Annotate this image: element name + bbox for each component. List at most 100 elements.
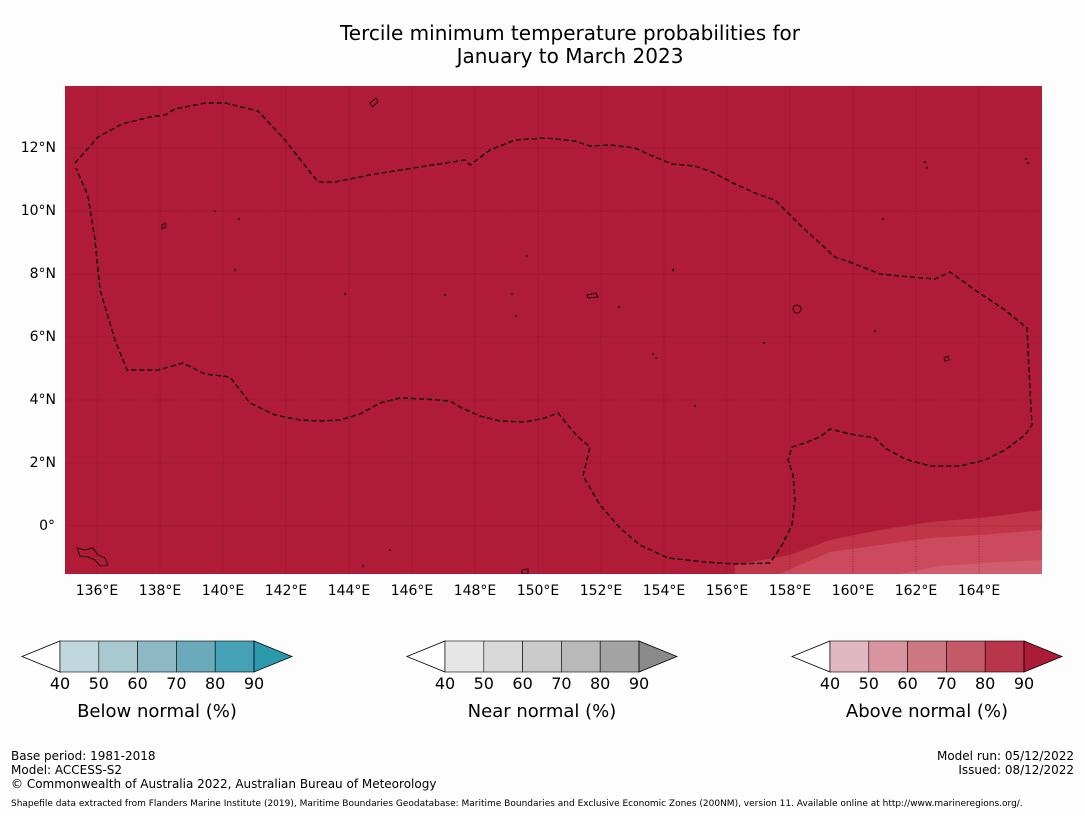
island-south [521, 568, 529, 574]
lon-label-142e: 142°E [264, 583, 308, 599]
legend-below-swatch [176, 640, 216, 673]
legend-below-ticks: 40 50 60 70 80 90 [21, 674, 293, 694]
atoll [234, 269, 236, 271]
atoll [882, 218, 884, 220]
atoll [515, 315, 517, 317]
legend-tick-label: 60 [127, 674, 148, 693]
legend-below-normal: 40 50 60 70 80 90 Below normal (%) [20, 640, 294, 730]
legend-below-upper-extend [253, 640, 294, 673]
legend-tick-label: 90 [243, 674, 265, 693]
lon-label-140e: 140°E [201, 583, 245, 599]
legend-above-colorbar [790, 640, 1064, 673]
lon-label-158e: 158°E [768, 583, 812, 599]
atoll [238, 218, 240, 220]
island-dots [214, 158, 1029, 567]
legend-above-swatch [946, 640, 986, 673]
legend-tick-label: 90 [628, 674, 650, 693]
atoll [526, 255, 528, 257]
legend-tick-label: 80 [205, 674, 226, 693]
atoll [618, 306, 620, 308]
legend-tick-label: 80 [975, 674, 996, 693]
lat-label-8n: 8°N [29, 266, 56, 282]
lat-label-2n: 2°N [29, 455, 56, 471]
legend-above-upper-extend [1023, 640, 1064, 673]
legend-tick-label: 60 [897, 674, 918, 693]
legend-near-swatch [522, 640, 562, 673]
lon-label-136e: 136°E [75, 583, 119, 599]
lon-label-164e: 164°E [957, 583, 1001, 599]
legend-above-normal: 40 50 60 70 80 90 Above normal (%) [790, 640, 1064, 730]
lat-label-10n: 10°N [20, 203, 56, 219]
legend-near-lower-extend [405, 640, 446, 673]
lon-label-162e: 162°E [894, 583, 938, 599]
legend-below-lower-extend [20, 640, 61, 673]
shapefile-note: Shapefile data extracted from Flanders M… [11, 799, 1023, 809]
legend-below-swatch [98, 640, 138, 673]
lat-label-12n: 12°N [20, 140, 56, 156]
atoll [671, 268, 675, 272]
legend-tick-label: 50 [473, 674, 494, 693]
legend-tick-label: 40 [434, 674, 456, 693]
legend-tick-label: 70 [936, 674, 957, 693]
legend-near-upper-extend [638, 640, 679, 673]
legend-above-title: Above normal (%) [845, 701, 1009, 722]
atoll [444, 294, 446, 296]
island-chuuk [586, 292, 599, 299]
footer-right: Model run: 05/12/2022 Issued: 08/12/2022 [937, 749, 1074, 777]
legend-above-swatch [868, 640, 908, 673]
issued-date: Issued: 08/12/2022 [958, 763, 1074, 777]
lon-label-138e: 138°E [138, 583, 182, 599]
atoll [763, 342, 765, 344]
legend-above-ticks: 40 50 60 70 80 90 [791, 674, 1063, 694]
atoll [1027, 162, 1029, 164]
legend-below-swatch [214, 640, 255, 673]
legend-tick-label: 90 [1013, 674, 1035, 693]
legend-above-swatch [907, 640, 947, 673]
lon-label-150e: 150°E [516, 583, 560, 599]
lon-label-148e: 148°E [453, 583, 497, 599]
island-yap [161, 222, 167, 230]
atoll [214, 210, 216, 212]
legend-near-normal: 40 50 60 70 80 90 Near normal (%) [405, 640, 679, 730]
island-palau [76, 547, 109, 567]
legend-above-lower-extend [790, 640, 831, 673]
copyright: © Commonwealth of Australia 2022, Austra… [11, 777, 437, 791]
legend-tick-label: 40 [49, 674, 71, 693]
legend-tick-label: 80 [590, 674, 611, 693]
model-run: Model run: 05/12/2022 [936, 749, 1074, 763]
atoll [362, 565, 364, 567]
island-kosrae [943, 355, 950, 362]
lon-label-144e: 144°E [327, 583, 371, 599]
legend-tick-label: 50 [88, 674, 109, 693]
lon-label-154e: 154°E [642, 583, 686, 599]
legend-near-ticks: 40 50 60 70 80 90 [406, 674, 678, 694]
atoll [1025, 158, 1027, 160]
atoll [694, 405, 696, 407]
legend-near-title: Near normal (%) [467, 701, 617, 722]
atoll [511, 293, 513, 295]
atoll [344, 293, 346, 295]
legend-tick-label: 70 [551, 674, 572, 693]
map-gridlines [65, 86, 1042, 574]
legend-above-swatch [984, 640, 1025, 673]
legend-tick-label: 50 [858, 674, 879, 693]
island-outlines [76, 97, 950, 574]
map-title-line1: Tercile minimum temperature probabilitie… [339, 21, 801, 45]
lon-label-156e: 156°E [705, 583, 749, 599]
atoll [655, 357, 657, 359]
atoll [874, 330, 876, 332]
map-title: Tercile minimum temperature probabilitie… [0, 22, 1085, 68]
footer-left: Base period: 1981-2018 Model: ACCESS-S2 … [11, 749, 436, 791]
legend-tick-label: 70 [166, 674, 187, 693]
eez-boundary [74, 102, 1033, 565]
atoll [926, 167, 928, 169]
probability-band-60 [900, 560, 1042, 574]
map-svg [65, 86, 1042, 574]
legend-near-colorbar [405, 640, 679, 673]
legend-above-swatch [829, 640, 870, 673]
map-background [65, 86, 1042, 574]
legend-below-colorbar [20, 640, 294, 673]
lat-label-0: 0° [39, 518, 55, 534]
lon-label-160e: 160°E [831, 583, 875, 599]
legend-near-swatch [483, 640, 523, 673]
